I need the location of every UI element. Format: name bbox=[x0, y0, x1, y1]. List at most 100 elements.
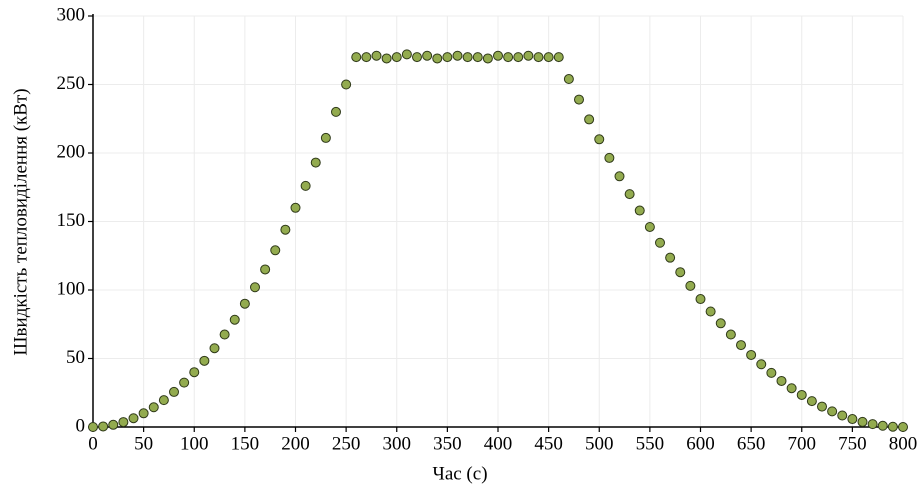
data-point bbox=[665, 252, 676, 263]
data-point bbox=[280, 224, 291, 235]
data-point bbox=[705, 306, 716, 317]
data-point bbox=[513, 52, 524, 63]
data-point bbox=[736, 340, 746, 351]
data-point bbox=[857, 416, 868, 427]
data-point bbox=[644, 221, 655, 232]
data-point bbox=[584, 114, 595, 125]
data-point bbox=[98, 421, 109, 432]
data-point bbox=[796, 389, 807, 400]
data-point bbox=[543, 52, 554, 63]
x-tick-label: 200 bbox=[281, 433, 310, 454]
data-point bbox=[300, 180, 311, 191]
data-point bbox=[604, 152, 615, 163]
data-point bbox=[655, 237, 665, 248]
data-point bbox=[675, 267, 686, 278]
data-point bbox=[614, 171, 625, 182]
data-point bbox=[290, 202, 301, 213]
data-point bbox=[746, 349, 757, 360]
data-point bbox=[563, 74, 574, 85]
data-point bbox=[482, 53, 493, 64]
data-point bbox=[401, 49, 412, 60]
data-point bbox=[867, 419, 878, 430]
data-point bbox=[118, 417, 129, 428]
y-tick-label: 100 bbox=[57, 278, 86, 299]
data-point bbox=[898, 422, 908, 432]
x-tick-label: 500 bbox=[585, 433, 614, 454]
x-tick-label: 450 bbox=[534, 433, 563, 454]
data-point bbox=[331, 106, 341, 117]
x-tick-label: 400 bbox=[484, 433, 513, 454]
data-point bbox=[766, 367, 777, 378]
data-point bbox=[472, 52, 483, 63]
data-point bbox=[432, 53, 443, 64]
data-point bbox=[219, 329, 230, 340]
data-point bbox=[503, 52, 514, 63]
data-point bbox=[725, 329, 736, 340]
data-point bbox=[442, 52, 453, 63]
data-point bbox=[371, 50, 382, 61]
data-point bbox=[523, 50, 534, 61]
data-point bbox=[169, 386, 179, 397]
data-point bbox=[715, 318, 726, 329]
data-point bbox=[148, 402, 159, 413]
data-point bbox=[239, 298, 250, 309]
x-tick-label: 100 bbox=[180, 433, 209, 454]
x-tick-label: 0 bbox=[88, 433, 98, 454]
x-tick-label: 150 bbox=[231, 433, 260, 454]
data-point bbox=[199, 355, 210, 366]
x-axis-label: Час (с) bbox=[432, 463, 487, 484]
y-tick-label: 300 bbox=[57, 4, 86, 25]
data-point bbox=[128, 413, 139, 424]
x-tick-label: 550 bbox=[636, 433, 665, 454]
x-tick-label: 750 bbox=[838, 433, 867, 454]
data-point bbox=[786, 383, 797, 394]
data-point bbox=[827, 406, 838, 417]
y-axis-label: Швидкість тепловиділення (кВт) bbox=[10, 88, 31, 355]
x-tick-label: 300 bbox=[383, 433, 412, 454]
data-point bbox=[553, 52, 564, 63]
data-point bbox=[250, 282, 260, 293]
data-point bbox=[341, 79, 352, 90]
data-point bbox=[158, 395, 169, 406]
data-point bbox=[189, 367, 200, 378]
y-tick-label: 150 bbox=[57, 210, 86, 231]
data-point bbox=[270, 245, 281, 256]
data-point bbox=[594, 134, 605, 145]
data-point bbox=[817, 401, 827, 412]
data-point bbox=[847, 414, 858, 425]
data-point bbox=[179, 377, 190, 388]
data-point bbox=[320, 132, 331, 143]
data-point bbox=[381, 53, 392, 64]
data-point bbox=[452, 50, 463, 61]
data-point bbox=[877, 420, 888, 431]
data-point bbox=[310, 157, 321, 168]
data-point bbox=[695, 294, 706, 305]
data-point bbox=[634, 205, 645, 216]
data-point bbox=[361, 52, 372, 63]
x-tick-label: 600 bbox=[686, 433, 715, 454]
y-tick-label: 50 bbox=[66, 347, 85, 368]
data-point bbox=[776, 375, 787, 386]
data-point bbox=[806, 396, 817, 407]
data-point bbox=[462, 52, 473, 63]
data-point bbox=[756, 359, 767, 370]
data-point bbox=[138, 408, 149, 419]
x-tick-label: 700 bbox=[788, 433, 817, 454]
data-point bbox=[88, 422, 98, 432]
data-point bbox=[209, 343, 220, 354]
x-tick-label: 350 bbox=[433, 433, 462, 454]
data-point bbox=[422, 50, 433, 61]
data-point bbox=[837, 410, 848, 421]
y-tick-label: 0 bbox=[76, 415, 86, 436]
x-tick-label: 650 bbox=[737, 433, 766, 454]
data-point bbox=[493, 50, 503, 61]
data-point bbox=[229, 314, 240, 325]
data-point bbox=[533, 52, 544, 63]
data-point bbox=[685, 280, 696, 291]
data-point bbox=[108, 419, 119, 430]
data-point bbox=[887, 421, 898, 432]
data-point bbox=[624, 189, 635, 200]
data-point bbox=[574, 94, 584, 105]
